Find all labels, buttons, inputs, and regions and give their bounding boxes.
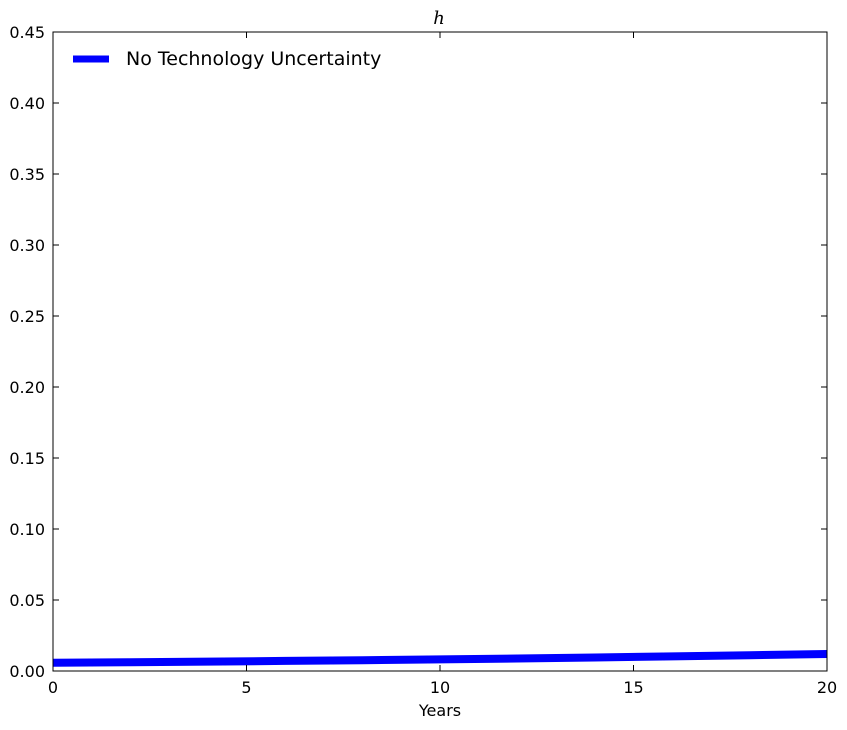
y-tick-label: 0.40 bbox=[9, 94, 45, 113]
legend-label-no-technology-uncertainty: No Technology Uncertainty bbox=[126, 48, 381, 70]
y-tick-label: 0.05 bbox=[9, 591, 45, 610]
x-tick-label: 10 bbox=[430, 678, 450, 697]
tick-layer: 0 5 10 15 20 0.00 0.05 0.10 0.15 0.20 0.25 0.30 0.35… bbox=[9, 23, 837, 697]
chart-title: h bbox=[433, 8, 445, 29]
y-tick-label: 0.30 bbox=[9, 236, 45, 255]
x-tick-label: 0 bbox=[48, 678, 58, 697]
series-line-no-technology-uncertainty bbox=[52, 649, 828, 667]
series-layer bbox=[52, 649, 828, 667]
y-tick-label: 0.10 bbox=[9, 520, 45, 539]
x-tick-label: 5 bbox=[241, 678, 251, 697]
y-tick-label: 0.15 bbox=[9, 449, 45, 468]
y-tick-label: 0.20 bbox=[9, 378, 45, 397]
x-tick-label: 20 bbox=[817, 678, 837, 697]
y-tick-label: 0.35 bbox=[9, 165, 45, 184]
y-tick-label: 0.00 bbox=[9, 662, 45, 681]
x-axis-label: Years bbox=[418, 701, 461, 720]
y-tick-label: 0.45 bbox=[9, 23, 45, 42]
y-tick-label: 0.25 bbox=[9, 307, 45, 326]
legend: No Technology Uncertainty bbox=[73, 48, 381, 70]
x-tick-label: 15 bbox=[623, 678, 643, 697]
